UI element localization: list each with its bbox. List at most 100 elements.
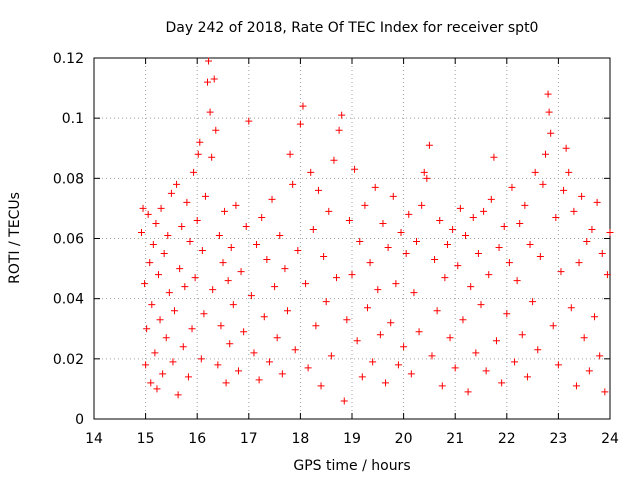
data-point [184, 373, 192, 381]
data-point [250, 349, 258, 357]
data-point [474, 250, 482, 258]
data-point [397, 228, 405, 236]
data-point [258, 213, 266, 221]
data-point [443, 241, 451, 249]
data-point [580, 334, 588, 342]
data-point [284, 307, 291, 315]
data-point [361, 201, 369, 209]
data-point [459, 316, 467, 324]
data-point [294, 247, 302, 255]
data-point [516, 219, 524, 227]
data-point [289, 180, 297, 188]
data-point [394, 361, 402, 369]
data-point [296, 120, 304, 128]
data-point [598, 250, 606, 258]
data-point [374, 286, 382, 294]
data-point [503, 310, 511, 318]
x-tick-label: 17 [240, 431, 258, 447]
data-point [356, 238, 364, 246]
data-point [464, 388, 472, 396]
data-point [536, 253, 544, 261]
data-point [206, 108, 214, 116]
data-point [204, 78, 212, 86]
data-point [552, 213, 560, 221]
data-point [500, 222, 508, 230]
data-point [505, 259, 513, 267]
data-point [190, 168, 198, 176]
data-point [143, 325, 151, 333]
data-point [165, 289, 173, 297]
data-point [240, 328, 248, 336]
data-point [302, 280, 310, 288]
data-point [137, 228, 145, 236]
data-point [531, 168, 539, 176]
data-point [593, 198, 601, 206]
data-point [467, 283, 475, 291]
data-point [263, 256, 271, 264]
data-point [219, 259, 227, 267]
data-point [441, 274, 449, 282]
y-tick-label: 0.12 [53, 51, 84, 67]
data-point [526, 241, 534, 249]
x-tick-label: 21 [446, 431, 464, 447]
data-point [188, 325, 196, 333]
data-point [214, 361, 222, 369]
data-point [433, 307, 441, 315]
data-point [523, 373, 531, 381]
data-point [462, 231, 470, 239]
axis-ticks: 14 15 16 17 18 19 20 21 22 23 24 0 0.02 0.04 0.06 0.08 0… [53, 51, 619, 447]
data-point [255, 376, 263, 384]
data-point [317, 382, 325, 390]
data-point [253, 241, 261, 249]
data-point [157, 204, 165, 212]
data-point [198, 247, 206, 255]
data-point [353, 337, 361, 345]
data-series-roti [137, 57, 614, 405]
data-point [221, 207, 229, 215]
data-point [534, 346, 542, 354]
data-point [456, 204, 464, 212]
data-point [153, 385, 161, 393]
data-point [268, 195, 276, 203]
data-point [194, 150, 202, 158]
x-tick-label: 23 [549, 431, 567, 447]
data-point [451, 364, 459, 372]
data-point [570, 207, 578, 215]
data-point [547, 129, 555, 137]
data-point [142, 361, 150, 369]
y-tick-label: 0.08 [53, 171, 84, 187]
data-point [234, 367, 242, 375]
data-point [151, 349, 159, 357]
data-point [273, 334, 281, 342]
y-tick-label: 0.1 [62, 111, 84, 127]
data-point [567, 304, 575, 312]
data-point [565, 168, 573, 176]
data-point [260, 313, 268, 321]
data-point [508, 183, 516, 191]
data-point [376, 331, 384, 339]
data-point [415, 328, 423, 336]
data-point [179, 343, 187, 351]
data-point [487, 195, 495, 203]
data-point [572, 382, 580, 390]
x-tick-label: 18 [291, 431, 309, 447]
x-tick-label: 24 [601, 431, 619, 447]
y-tick-label: 0.06 [53, 232, 84, 248]
data-point [156, 316, 164, 324]
data-point [413, 238, 420, 246]
data-point [322, 298, 330, 306]
data-point [307, 168, 315, 176]
data-point [369, 358, 377, 366]
data-point [210, 75, 218, 83]
data-point [428, 352, 436, 360]
data-point [181, 283, 189, 291]
data-point [485, 271, 493, 279]
data-point [325, 207, 333, 215]
data-point [312, 322, 320, 330]
data-point [149, 241, 157, 249]
data-point [183, 198, 191, 206]
data-point [167, 189, 175, 197]
data-point [169, 358, 177, 366]
data-point [588, 225, 596, 233]
data-point [521, 201, 529, 209]
